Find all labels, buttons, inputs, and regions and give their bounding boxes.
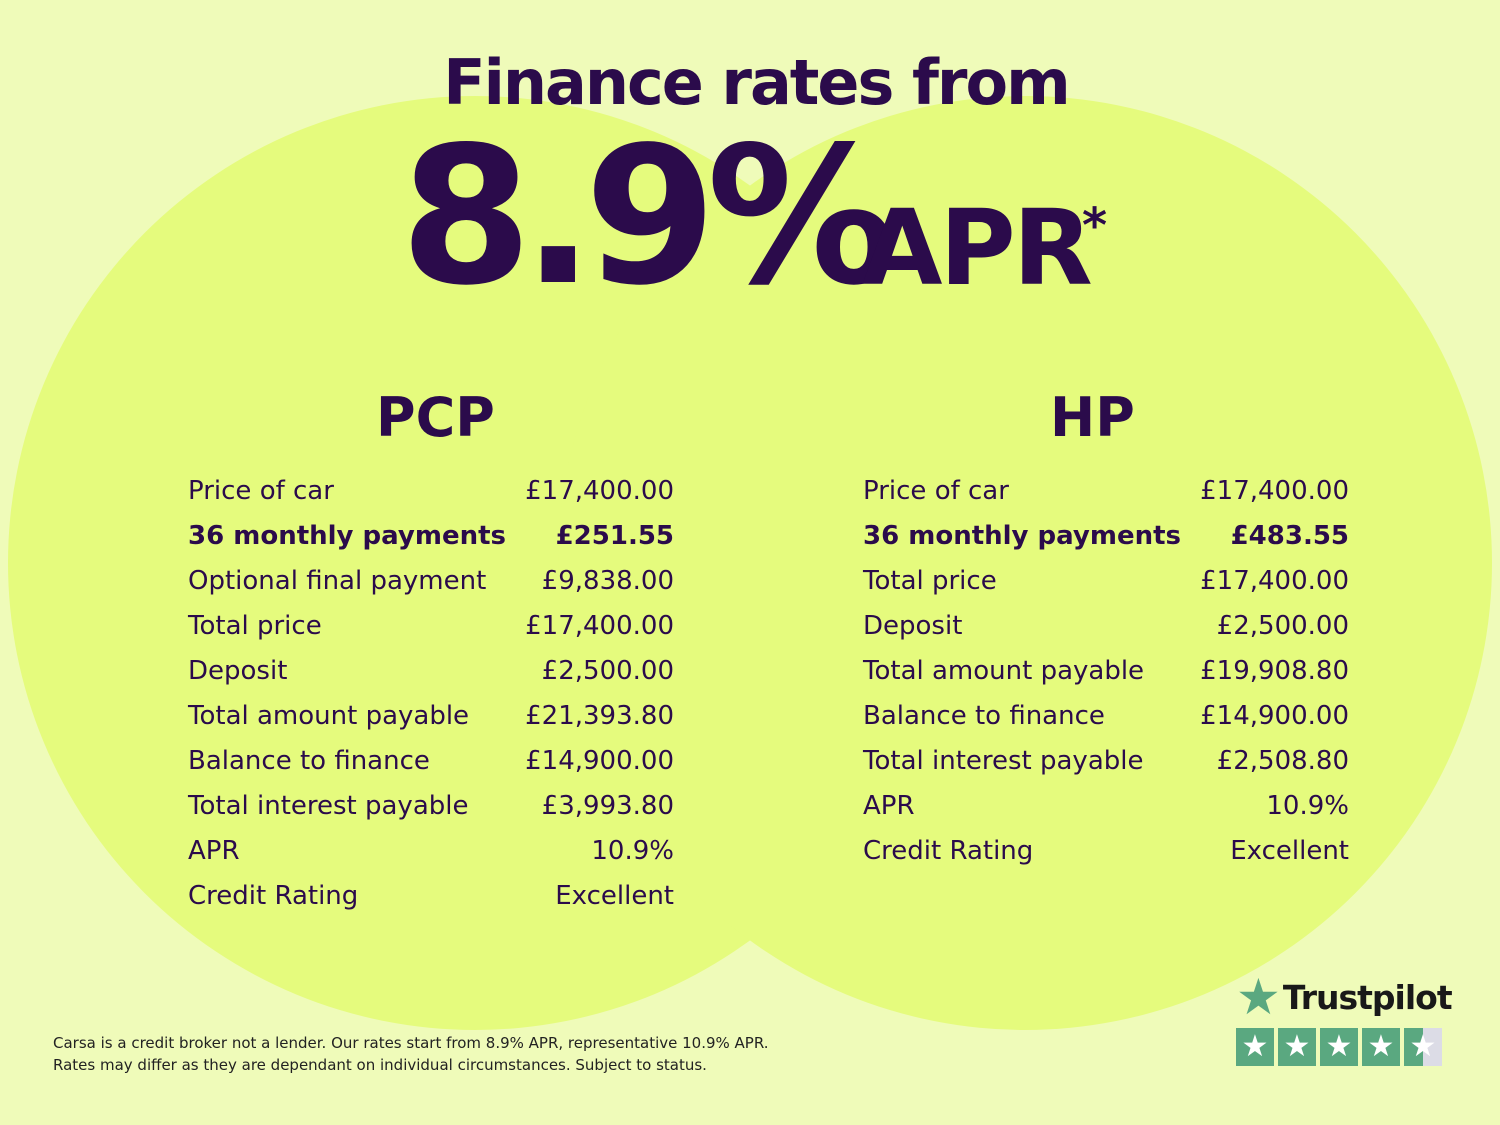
hp-table: Price of car £17,400.00 36 monthly payment… bbox=[863, 470, 1349, 875]
row-value: £2,508.80 bbox=[1216, 746, 1349, 776]
headline-title: Finance rates from bbox=[443, 46, 1070, 119]
row-label: Total interest payable bbox=[188, 791, 469, 821]
row-value: £17,400.00 bbox=[525, 611, 674, 641]
table-row: Total price £17,400.00 bbox=[188, 605, 674, 650]
table-row: Credit Rating Excellent bbox=[863, 830, 1349, 875]
row-label: Total price bbox=[863, 566, 997, 596]
row-label: Optional final payment bbox=[188, 566, 487, 596]
row-label: APR bbox=[863, 791, 915, 821]
row-value: 10.9% bbox=[1266, 791, 1349, 821]
row-label: Credit Rating bbox=[188, 881, 359, 911]
table-row: Total interest payable £3,993.80 bbox=[188, 785, 674, 830]
row-label: Total interest payable bbox=[863, 746, 1144, 776]
pcp-title: PCP bbox=[376, 386, 495, 449]
row-label: Balance to finance bbox=[863, 701, 1105, 731]
table-row: Credit Rating Excellent bbox=[188, 875, 674, 920]
headline-rate: 8.9% bbox=[400, 106, 897, 327]
row-value: £17,400.00 bbox=[525, 476, 674, 506]
row-label: Credit Rating bbox=[863, 836, 1034, 866]
row-value: £2,500.00 bbox=[541, 656, 674, 686]
rating-star-icon: ★ bbox=[1320, 1028, 1358, 1066]
row-label: Price of car bbox=[188, 476, 334, 506]
table-row: APR 10.9% bbox=[863, 785, 1349, 830]
table-row: Total amount payable £21,393.80 bbox=[188, 695, 674, 740]
headline-apr: APR bbox=[862, 187, 1093, 309]
background-circle-right bbox=[558, 96, 1492, 1030]
row-value: £19,908.80 bbox=[1200, 656, 1349, 686]
row-value: £17,400.00 bbox=[1200, 476, 1349, 506]
row-label: Total amount payable bbox=[863, 656, 1145, 686]
table-row: Price of car £17,400.00 bbox=[863, 470, 1349, 515]
row-value: £21,393.80 bbox=[525, 701, 674, 731]
disclaimer-line-2: Rates may differ as they are dependant o… bbox=[53, 1056, 707, 1074]
trustpilot-star-icon: ★ bbox=[1236, 968, 1281, 1026]
headline-asterisk: * bbox=[1082, 198, 1108, 254]
row-value: £17,400.00 bbox=[1200, 566, 1349, 596]
table-row: Optional final payment £9,838.00 bbox=[188, 560, 674, 605]
table-row: Total interest payable £2,508.80 bbox=[863, 740, 1349, 785]
table-row: 36 monthly payments £483.55 bbox=[863, 515, 1349, 560]
trustpilot-badge[interactable]: ★Trustpilot ★ ★ ★ ★ ★ bbox=[1236, 972, 1453, 1066]
rating-star-icon: ★ bbox=[1278, 1028, 1316, 1066]
row-label: Balance to finance bbox=[188, 746, 430, 776]
table-row: Total amount payable £19,908.80 bbox=[863, 650, 1349, 695]
row-label: Price of car bbox=[863, 476, 1009, 506]
row-label: APR bbox=[188, 836, 240, 866]
table-row: Balance to finance £14,900.00 bbox=[188, 740, 674, 785]
row-label: Deposit bbox=[863, 611, 963, 641]
row-value: £14,900.00 bbox=[525, 746, 674, 776]
row-value: Excellent bbox=[555, 881, 674, 911]
disclaimer: Carsa is a credit broker not a lender. O… bbox=[53, 1032, 769, 1076]
row-label: Total amount payable bbox=[188, 701, 470, 731]
row-value: 10.9% bbox=[591, 836, 674, 866]
table-row: APR 10.9% bbox=[188, 830, 674, 875]
table-row: Total price £17,400.00 bbox=[863, 560, 1349, 605]
trustpilot-rating: ★ ★ ★ ★ ★ bbox=[1236, 1028, 1452, 1066]
row-value: £9,838.00 bbox=[541, 566, 674, 596]
trustpilot-name: Trustpilot bbox=[1282, 977, 1453, 1017]
row-value: £14,900.00 bbox=[1200, 701, 1349, 731]
row-label: 36 monthly payments bbox=[188, 521, 506, 551]
row-label: Total price bbox=[188, 611, 322, 641]
rating-star-icon: ★ bbox=[1236, 1028, 1274, 1066]
row-value: £483.55 bbox=[1230, 521, 1349, 551]
row-value: £251.55 bbox=[555, 521, 674, 551]
rating-star-icon: ★ bbox=[1362, 1028, 1400, 1066]
row-value: £3,993.80 bbox=[541, 791, 674, 821]
table-row: Deposit £2,500.00 bbox=[863, 605, 1349, 650]
hp-title: HP bbox=[1050, 386, 1135, 449]
row-label: Deposit bbox=[188, 656, 288, 686]
row-label: 36 monthly payments bbox=[863, 521, 1181, 551]
table-row: Balance to finance £14,900.00 bbox=[863, 695, 1349, 740]
row-value: £2,500.00 bbox=[1216, 611, 1349, 641]
table-row: Deposit £2,500.00 bbox=[188, 650, 674, 695]
rating-star-icon: ★ bbox=[1404, 1028, 1442, 1066]
table-row: 36 monthly payments £251.55 bbox=[188, 515, 674, 560]
disclaimer-line-1: Carsa is a credit broker not a lender. O… bbox=[53, 1034, 769, 1052]
table-row: Price of car £17,400.00 bbox=[188, 470, 674, 515]
pcp-table: Price of car £17,400.00 36 monthly payment… bbox=[188, 470, 674, 920]
row-value: Excellent bbox=[1230, 836, 1349, 866]
